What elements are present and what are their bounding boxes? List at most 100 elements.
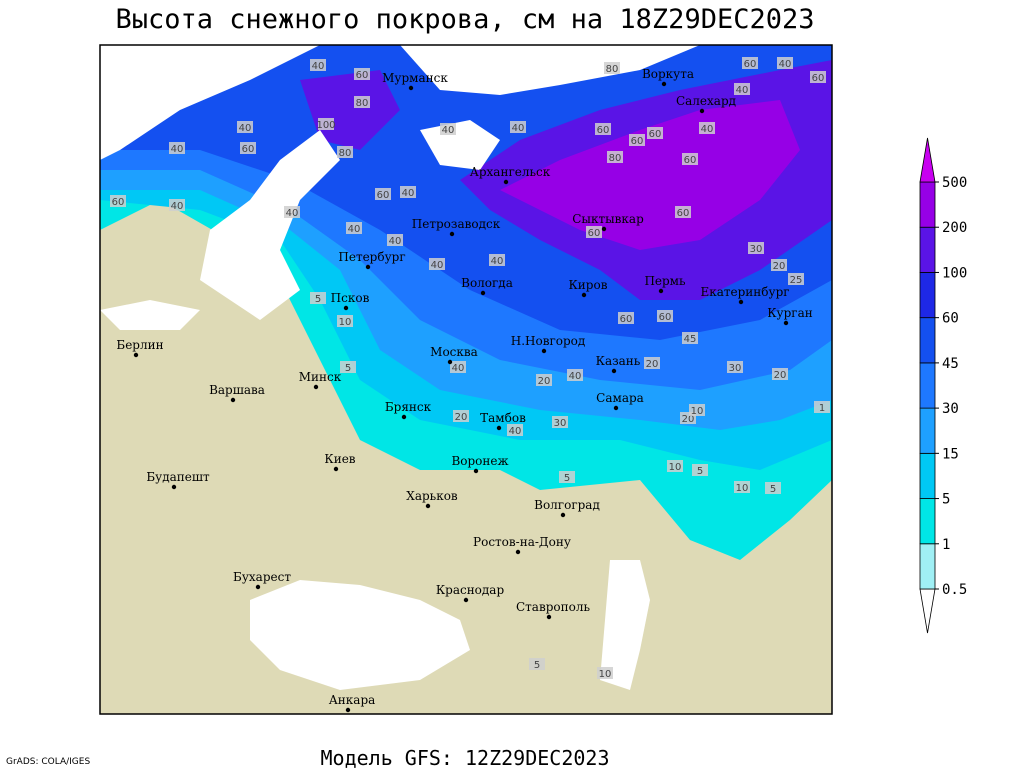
contour-label: 10: [691, 406, 704, 417]
contour-label-bg: [559, 471, 575, 483]
contour-label-bg: [734, 83, 750, 95]
city-label: Киров: [569, 278, 608, 292]
city-dot: [480, 290, 486, 296]
contour-label-bg: [586, 226, 602, 238]
city-label: Н.Новгород: [511, 334, 586, 348]
contour-label: 40: [312, 61, 325, 72]
contour-label: 40: [452, 363, 465, 374]
contour-label-bg: [644, 357, 660, 369]
contour-label-bg: [810, 71, 826, 83]
contour-label-bg: [489, 254, 505, 266]
city-label: Казань: [596, 354, 641, 368]
contour-label: 30: [554, 418, 567, 429]
city-dot: [503, 179, 509, 185]
city-label: Варшава: [209, 383, 265, 397]
city-label: Самара: [596, 391, 644, 405]
contour-label-bg: [699, 122, 715, 134]
city-dot: [613, 405, 619, 411]
city-label: Берлин: [116, 338, 163, 352]
contour-label: 60: [649, 129, 662, 140]
colorbar-band: [919, 272, 936, 319]
contour-label: 40: [779, 59, 792, 70]
city-dot: [541, 348, 547, 354]
city-dot: [447, 359, 453, 365]
contour-label-bg: [667, 460, 683, 472]
contour-label-bg: [354, 96, 370, 108]
colorbar-label: 200: [942, 220, 967, 236]
contour-label: 40: [286, 208, 299, 219]
colorbar-band: [919, 543, 936, 590]
contour-label: 30: [750, 244, 763, 255]
contour-label: 60: [659, 312, 672, 323]
black-sea: [250, 580, 470, 690]
city-label: Воронеж: [451, 454, 508, 468]
contour-label-bg: [169, 142, 185, 154]
contour-label: 25: [790, 275, 803, 286]
contour-label-bg: [748, 242, 764, 254]
land-south: [160, 500, 240, 580]
contour-label-bg: [657, 310, 673, 322]
city-label: Москва: [430, 345, 478, 359]
colorbar-band: [919, 226, 936, 273]
contour-label: 40: [389, 236, 402, 247]
contour-label-bg: [354, 68, 370, 80]
contour-label: 5: [534, 660, 540, 671]
contour-label-bg: [237, 121, 253, 133]
contour-label-bg: [240, 142, 256, 154]
city-dot: [313, 384, 319, 390]
city-label: Харьков: [406, 489, 458, 503]
city-dot: [408, 85, 414, 91]
title: Высота снежного покрова, см на 18Z29DEC2…: [116, 4, 815, 35]
contour-label-bg: [453, 410, 469, 422]
contour-label-bg: [647, 127, 663, 139]
colorbar-label: 500: [942, 175, 967, 191]
contour-label: 60: [242, 144, 255, 155]
contour-label-bg: [682, 153, 698, 165]
contour-label-bg: [529, 658, 545, 670]
contour-label-bg: [727, 361, 743, 373]
city-label: Курган: [767, 306, 812, 320]
credit: GrADS: COLA/IGES: [6, 757, 90, 767]
city-label: Тамбов: [480, 411, 526, 425]
city-label: Петрозаводск: [412, 217, 501, 231]
city-dot: [658, 288, 664, 294]
contour-label: 80: [606, 64, 619, 75]
city-dot: [463, 597, 469, 603]
contour-label: 60: [356, 70, 369, 81]
footer: Модель GFS: 12Z29DEC2023: [321, 746, 610, 768]
contour-label-bg: [318, 118, 334, 130]
city-dot: [401, 414, 407, 420]
contour-label-bg: [169, 199, 185, 211]
contour-label-bg: [772, 368, 788, 380]
city-label: Будапешт: [146, 470, 210, 484]
city-dot: [601, 226, 607, 232]
colorbar-label: 5: [942, 492, 950, 508]
city-dot: [343, 305, 349, 311]
city-label: Ставрополь: [516, 600, 590, 614]
contour-label: 10: [599, 669, 612, 680]
contour-label-bg: [440, 123, 456, 135]
contour-label: 40: [402, 188, 415, 199]
contour-label-bg: [618, 312, 634, 324]
contour-label: 100: [316, 120, 335, 131]
city-dot: [449, 231, 455, 237]
city-label: Сыктывкар: [572, 212, 644, 226]
city-dot: [345, 707, 351, 713]
contour-label: 80: [609, 153, 622, 164]
contour-label: 40: [701, 124, 714, 135]
colorbar-band: [919, 498, 936, 545]
contour-label-bg: [552, 416, 568, 428]
contour-label-bg: [597, 667, 613, 679]
caspian-sea: [600, 560, 650, 690]
city-label: Псков: [331, 291, 370, 305]
city-label: Бухарест: [233, 570, 291, 584]
city-dot: [546, 614, 552, 620]
contour-label-bg: [675, 206, 691, 218]
contour-label-bg: [692, 464, 708, 476]
city-label: Екатеринбург: [700, 285, 789, 299]
norwegian-sea: [100, 45, 320, 160]
contour-label: 40: [431, 260, 444, 271]
contour-label-bg: [400, 186, 416, 198]
city-label: Минск: [299, 370, 342, 384]
